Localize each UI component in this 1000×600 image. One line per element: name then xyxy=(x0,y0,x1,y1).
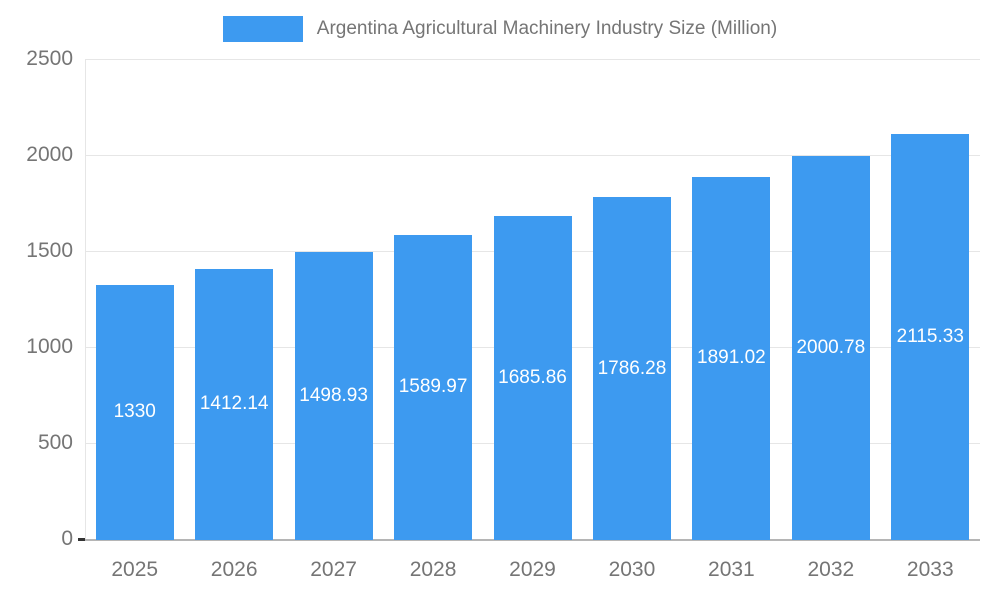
bar[interactable] xyxy=(294,252,373,540)
bar[interactable] xyxy=(891,133,970,540)
x-tick-label: 2029 xyxy=(509,558,556,581)
bar[interactable] xyxy=(791,155,870,540)
y-tick-label: 2000 xyxy=(26,143,73,166)
bar[interactable] xyxy=(394,234,473,540)
x-tick-label: 2026 xyxy=(210,558,258,581)
chart-title: Argentina Agricultural Machinery Industr… xyxy=(316,18,778,39)
gridline xyxy=(85,155,980,156)
bar-value-label: 1685.86 xyxy=(498,367,567,389)
bar[interactable] xyxy=(95,284,174,540)
x-tick-label: 2033 xyxy=(906,558,954,581)
bar-value-label: 2000.78 xyxy=(796,336,866,358)
y-tick-label: 0 xyxy=(61,527,73,550)
bar-value-label: 1786.28 xyxy=(597,357,667,379)
bar[interactable] xyxy=(493,216,572,540)
zero-tick xyxy=(78,538,85,541)
bar-value-label: 1498.93 xyxy=(299,385,368,407)
y-tick-label: 2500 xyxy=(26,47,73,70)
bar[interactable] xyxy=(592,197,671,540)
y-axis-line xyxy=(85,60,86,540)
legend-swatch xyxy=(222,16,303,42)
bar[interactable] xyxy=(692,176,771,540)
y-tick-label: 500 xyxy=(37,431,73,454)
bar-value-label: 1589.97 xyxy=(398,376,468,398)
y-tick-label: 1500 xyxy=(26,239,73,262)
bar-value-label: 1412.14 xyxy=(199,393,269,415)
x-tick-label: 2028 xyxy=(409,558,457,581)
x-tick-label: 2031 xyxy=(708,558,755,581)
chart-legend: Argentina Agricultural Machinery Industr… xyxy=(0,16,1000,42)
x-tick-label: 2032 xyxy=(807,558,855,581)
bar[interactable] xyxy=(195,268,274,540)
bar-value-label: 2115.33 xyxy=(896,325,964,347)
bar-value-label: 1330 xyxy=(113,401,156,423)
x-axis-baseline xyxy=(85,539,980,541)
x-tick-label: 2027 xyxy=(310,558,357,581)
y-tick-label: 1000 xyxy=(26,335,73,358)
x-tick-label: 2030 xyxy=(608,558,656,581)
gridline xyxy=(85,59,980,60)
bar-value-label: 1891.02 xyxy=(697,347,766,369)
x-tick-label: 2025 xyxy=(111,558,159,581)
